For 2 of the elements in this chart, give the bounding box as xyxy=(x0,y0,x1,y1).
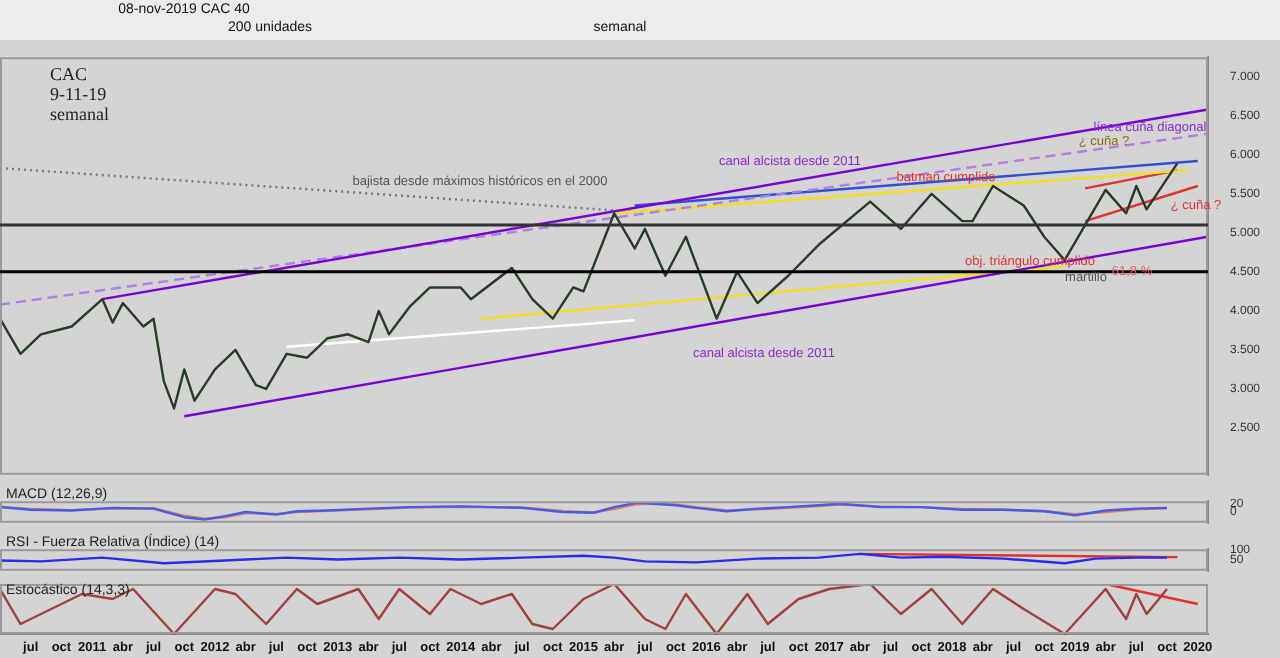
chart-title: CAC xyxy=(50,64,88,84)
text: 9-11-19 semanal xyxy=(50,84,109,124)
